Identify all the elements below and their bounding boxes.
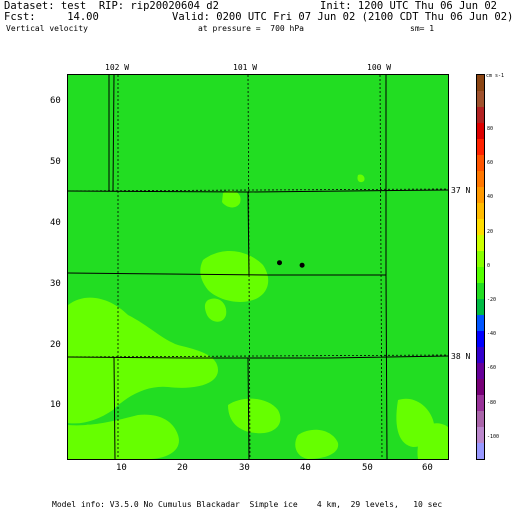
patch-small-c [357,174,365,183]
longitude-label-100w: 100 W [367,63,392,72]
y-tick-10: 10 [50,400,61,410]
colorbar-cell [477,267,484,284]
y-tick-60: 60 [50,96,61,106]
init-time-label: Init: 1200 UTC Thu 06 Jun 02 [320,0,498,12]
meridian-101w [247,75,251,459]
colorbar-cell [477,363,484,380]
upward-motion-patches [68,174,448,459]
patch-left-mid [68,333,104,374]
county-borders [68,75,448,459]
border-center [247,191,250,276]
colorbar-cell [477,75,484,92]
station-markers [277,260,305,268]
valid-time-label: Valid: 0200 UTC Fri 07 Jun 02 (2100 CDT … [172,11,512,23]
graticule [68,75,448,459]
colorbar-cell [477,443,484,459]
colorbar-cell [477,315,484,332]
colorbar-label: -80 [487,399,497,406]
longitude-label-101w: 101 W [233,63,258,72]
colorbar-cell [477,299,484,316]
border-west-low [113,356,116,459]
colorbar-cell [477,235,484,252]
colorbar-label: -60 [487,365,497,372]
colorbar-label: 60 [487,160,494,167]
colorbar-label: -20 [487,297,497,303]
border-south [68,355,448,359]
forecast-hour-label: Fcst: 14.00 [4,11,99,23]
colorbar-unit: cm s-1 [486,73,505,79]
colorbar-label: -40 [487,331,497,338]
patch-small-a [204,298,227,322]
patch-bottom-left [68,414,179,459]
model-info-label: Model info: V3.5.0 No Cumulus Blackadar … [52,500,443,509]
station-marker [277,260,282,266]
latitude-label-37n: 37 N [451,186,471,195]
border-middle [68,272,386,276]
patch-far-east [417,423,448,459]
colorbar-cell [477,427,484,444]
colorbar-cell [477,107,484,124]
x-tick-40: 40 [300,463,311,473]
colorbar-cell [477,347,484,364]
colorbar-cell [477,155,484,172]
x-tick-30: 30 [239,463,250,473]
patch-north [222,190,241,208]
y-tick-40: 40 [50,218,61,228]
border-east-low [385,274,388,459]
pressure-level-label: at pressure = 700 hPa [198,24,304,33]
x-tick-10: 10 [116,463,127,473]
patch-left-large [68,297,218,424]
colorbar-cell [477,219,484,236]
colorbar [476,74,485,460]
y-tick-20: 20 [50,340,61,350]
x-tick-50: 50 [362,463,373,473]
parallel-37n [68,188,448,192]
station-marker [299,262,305,268]
patch-center [200,250,269,302]
colorbar-cell [477,139,484,156]
field-name-label: Vertical velocity [6,24,88,33]
y-tick-50: 50 [50,157,61,167]
patch-south-center [228,398,281,434]
dataset-label: Dataset: test RIP: rip20020604 d2 [4,0,219,12]
colorbar-label: 80 [487,126,494,132]
colorbar-cell [477,203,484,220]
colorbar-cell [477,283,484,300]
vertical-velocity-map[interactable] [67,74,449,460]
x-tick-60: 60 [422,463,433,473]
parallel-38n [68,354,448,358]
border-west-top [112,75,115,192]
colorbar-cell [477,171,484,188]
colorbar-label: 20 [487,228,494,235]
colorbar-cell [477,395,484,412]
patch-southeast [295,429,339,459]
colorbar-cell [477,91,484,108]
patch-small-b [82,424,95,439]
colorbar-cell [477,187,484,204]
latitude-label-38n: 38 N [451,352,471,361]
colorbar-label: -100 [487,433,500,440]
colorbar-cell [477,123,484,140]
colorbar-cell [477,331,484,348]
longitude-label-102w: 102 W [105,63,130,72]
smoothing-label: sm= 1 [410,24,435,33]
meridian-100w [379,75,383,459]
y-tick-30: 30 [50,279,61,289]
border-center-low [247,357,250,459]
colorbar-cell [477,379,484,396]
colorbar-cell [477,411,484,428]
colorbar-cell [477,251,484,268]
colorbar-label: 40 [487,194,494,201]
x-tick-20: 20 [177,463,188,473]
colorbar-label: 0 [487,262,491,269]
